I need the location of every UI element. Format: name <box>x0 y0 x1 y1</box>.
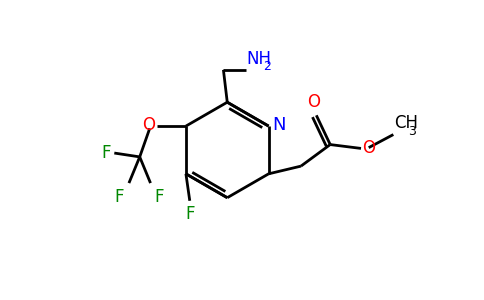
Text: 3: 3 <box>408 124 416 138</box>
Text: CH: CH <box>394 114 418 132</box>
Text: NH: NH <box>246 50 272 68</box>
Text: N: N <box>272 116 286 134</box>
Text: O: O <box>142 116 155 134</box>
Text: O: O <box>307 94 320 112</box>
Text: F: F <box>185 205 195 223</box>
Text: O: O <box>362 139 375 157</box>
Text: F: F <box>154 188 164 206</box>
Text: F: F <box>102 144 111 162</box>
Text: F: F <box>115 188 124 206</box>
Text: 2: 2 <box>263 60 271 73</box>
